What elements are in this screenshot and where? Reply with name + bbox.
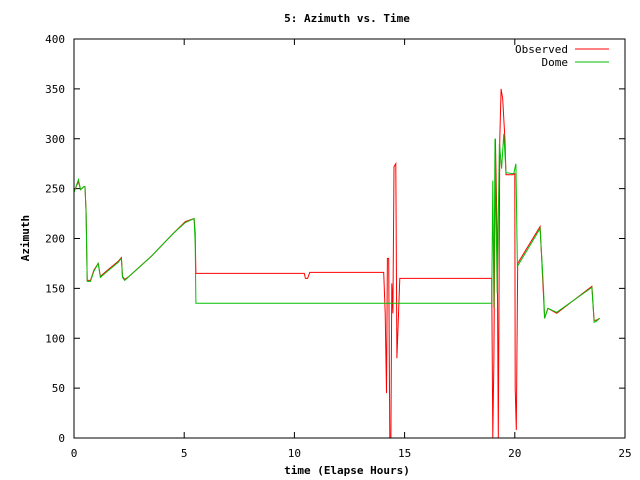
x-tick-label: 0 (71, 447, 78, 460)
x-tick-label: 20 (508, 447, 521, 460)
y-tick-label: 350 (45, 83, 65, 96)
y-tick-label: 150 (45, 282, 65, 295)
y-tick-label: 250 (45, 183, 65, 196)
axis-ticks: 0 50 100 150 200 250 300 350 400 0 5 10 15 20 25 (45, 33, 632, 460)
x-tick-label: 25 (618, 447, 631, 460)
y-tick-label: 50 (52, 382, 65, 395)
plot-frame (73, 38, 626, 439)
series-line-observed (73, 88, 600, 439)
y-tick-label: 400 (45, 33, 65, 46)
legend-label-dome: Dome (542, 56, 569, 69)
y-tick-label: 300 (45, 133, 65, 146)
series-line-dome (73, 133, 601, 324)
series-lines (73, 88, 601, 439)
x-tick-label: 15 (398, 447, 411, 460)
x-axis-label: time (Elapse Hours) (284, 464, 410, 477)
y-axis-label: Azimuth (19, 215, 32, 261)
x-tick-label: 5 (181, 447, 188, 460)
y-tick-label: 200 (45, 233, 65, 246)
y-tick-label: 0 (58, 432, 65, 445)
chart-title: 5: Azimuth vs. Time (284, 12, 410, 25)
legend-label-observed: Observed (515, 43, 568, 56)
x-tick-label: 10 (288, 447, 301, 460)
y-tick-label: 100 (45, 332, 65, 345)
